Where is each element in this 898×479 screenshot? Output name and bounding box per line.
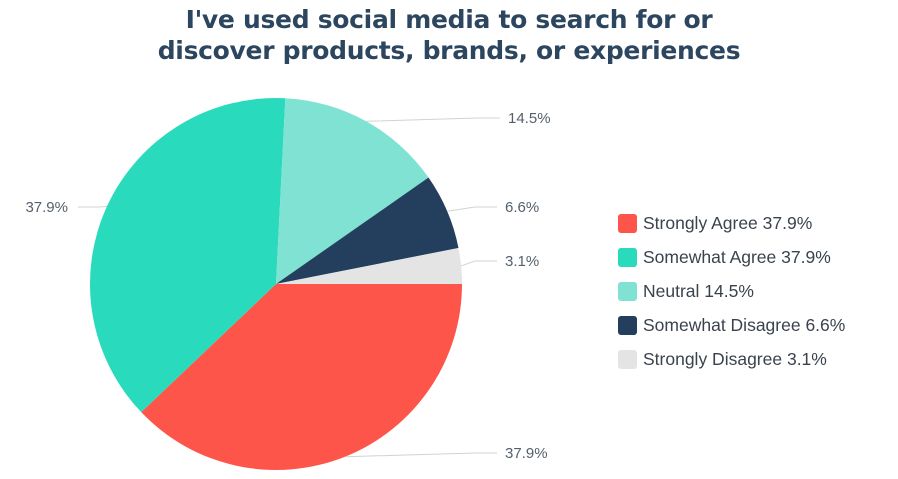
pie-slice-somewhat-agree[interactable]: [90, 98, 286, 413]
legend-item-somewhat-disagree[interactable]: Somewhat Disagree 6.6%: [618, 308, 845, 342]
legend-label: Somewhat Agree 37.9%: [643, 246, 831, 267]
legend-item-strongly-agree[interactable]: Strongly Agree 37.9%: [618, 206, 845, 240]
data-label-somewhat-disagree: 6.6%: [505, 199, 539, 216]
chart-title-line-2: discover products, brands, or experience…: [157, 36, 741, 65]
pie-slice-somewhat-disagree[interactable]: [276, 177, 459, 284]
legend-swatch: [618, 247, 637, 267]
data-label-somewhat-agree: 37.9%: [25, 199, 68, 216]
leader-line: [366, 117, 500, 122]
leader-line: [344, 452, 497, 458]
legend: Strongly Agree 37.9% Somewhat Agree 37.9…: [618, 206, 845, 376]
leader-line: [78, 205, 108, 208]
pie-slice-strongly-disagree[interactable]: [276, 247, 462, 284]
legend-item-neutral[interactable]: Neutral 14.5%: [618, 274, 845, 308]
data-label-strongly-disagree: 3.1%: [505, 253, 539, 270]
legend-item-strongly-disagree[interactable]: Strongly Disagree 3.1%: [618, 342, 845, 376]
legend-item-somewhat-agree[interactable]: Somewhat Agree 37.9%: [618, 240, 845, 274]
legend-swatch: [618, 315, 637, 335]
legend-swatch: [618, 213, 637, 233]
legend-swatch: [618, 349, 637, 369]
legend-label: Strongly Agree 37.9%: [643, 212, 813, 233]
pie-slice-strongly-agree[interactable]: [141, 284, 462, 470]
data-label-neutral: 14.5%: [508, 110, 551, 127]
pie-slice-neutral[interactable]: [276, 98, 429, 284]
legend-label: Strongly Disagree 3.1%: [643, 348, 827, 369]
data-label-strongly-agree: 37.9%: [505, 445, 548, 462]
legend-swatch: [618, 281, 637, 301]
chart-title-line-1: I've used social media to search for or: [185, 5, 713, 34]
leader-line: [447, 206, 497, 212]
leader-line: [460, 260, 497, 267]
chart-title: I've used social media to search for or …: [0, 4, 898, 66]
legend-label: Neutral 14.5%: [643, 280, 754, 301]
legend-label: Somewhat Disagree 6.6%: [643, 314, 846, 335]
